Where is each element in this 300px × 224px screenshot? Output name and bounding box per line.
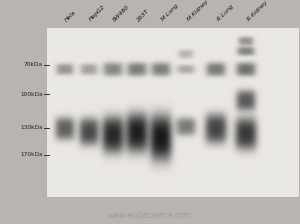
Text: 70kDa: 70kDa <box>24 62 43 67</box>
Text: R Lung: R Lung <box>216 4 234 22</box>
Text: 130kDa: 130kDa <box>20 125 43 130</box>
Text: 293T: 293T <box>136 8 151 22</box>
Text: 100kDa: 100kDa <box>20 92 43 97</box>
Text: SW480: SW480 <box>112 4 131 22</box>
Bar <box>46 29 298 197</box>
Text: Hela: Hela <box>64 9 78 22</box>
Text: R Kidney: R Kidney <box>246 0 268 22</box>
Text: M Lung: M Lung <box>160 4 179 22</box>
Text: www.elabscience.com: www.elabscience.com <box>108 211 192 220</box>
Text: 170kDa: 170kDa <box>20 152 43 157</box>
Text: HepG2: HepG2 <box>88 4 106 22</box>
Text: M Kidney: M Kidney <box>186 0 209 22</box>
